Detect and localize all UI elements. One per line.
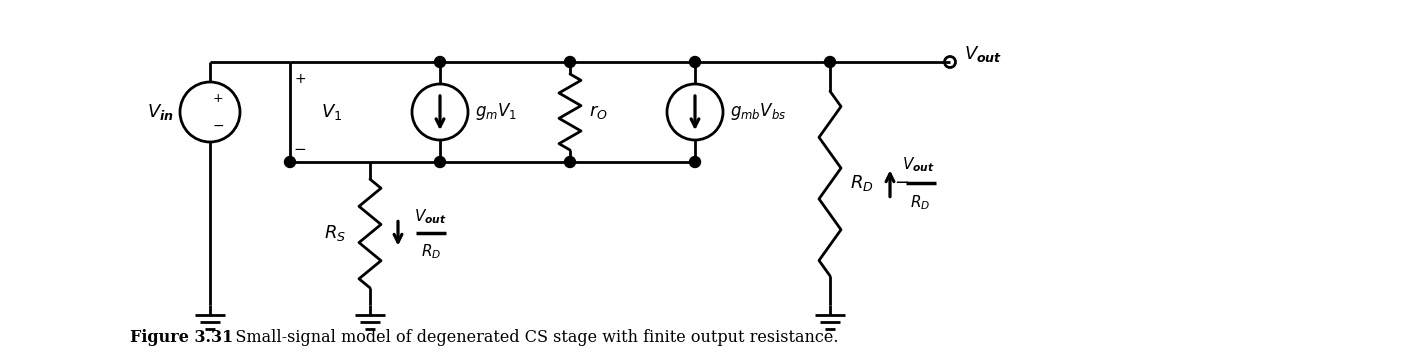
Text: $-$: $-$ [212,118,224,132]
Text: $R_D$: $R_D$ [421,242,442,261]
Text: Figure 3.31: Figure 3.31 [129,329,234,346]
Circle shape [825,57,836,68]
Text: $R_S$: $R_S$ [324,224,346,244]
Text: $V_{\mathregular{in}}$: $V_{\mathregular{in}}$ [146,102,173,122]
Circle shape [435,57,446,68]
Text: $V_{\mathregular{out}}$: $V_{\mathregular{out}}$ [414,207,446,226]
Circle shape [564,57,575,68]
Text: $-$: $-$ [893,172,909,190]
Circle shape [689,57,701,68]
Circle shape [435,157,446,168]
Circle shape [564,157,575,168]
Text: Small-signal model of degenerated CS stage with finite output resistance.: Small-signal model of degenerated CS sta… [219,329,839,346]
Text: $+$: $+$ [212,93,224,106]
Circle shape [689,157,701,168]
Text: $r_O$: $r_O$ [590,103,608,121]
Text: $R_D$: $R_D$ [910,193,930,212]
Text: $V_{\mathregular{out}}$: $V_{\mathregular{out}}$ [902,155,934,174]
Text: $V_1$: $V_1$ [321,102,342,122]
Text: $R_D$: $R_D$ [850,174,874,194]
Text: $g_{mb}V_{bs}$: $g_{mb}V_{bs}$ [730,101,787,122]
Text: $V_{\mathregular{out}}$: $V_{\mathregular{out}}$ [964,44,1002,64]
Text: $g_m V_1$: $g_m V_1$ [476,101,518,122]
Text: $-$: $-$ [294,140,307,156]
Text: $+$: $+$ [294,72,307,86]
Circle shape [284,157,295,168]
